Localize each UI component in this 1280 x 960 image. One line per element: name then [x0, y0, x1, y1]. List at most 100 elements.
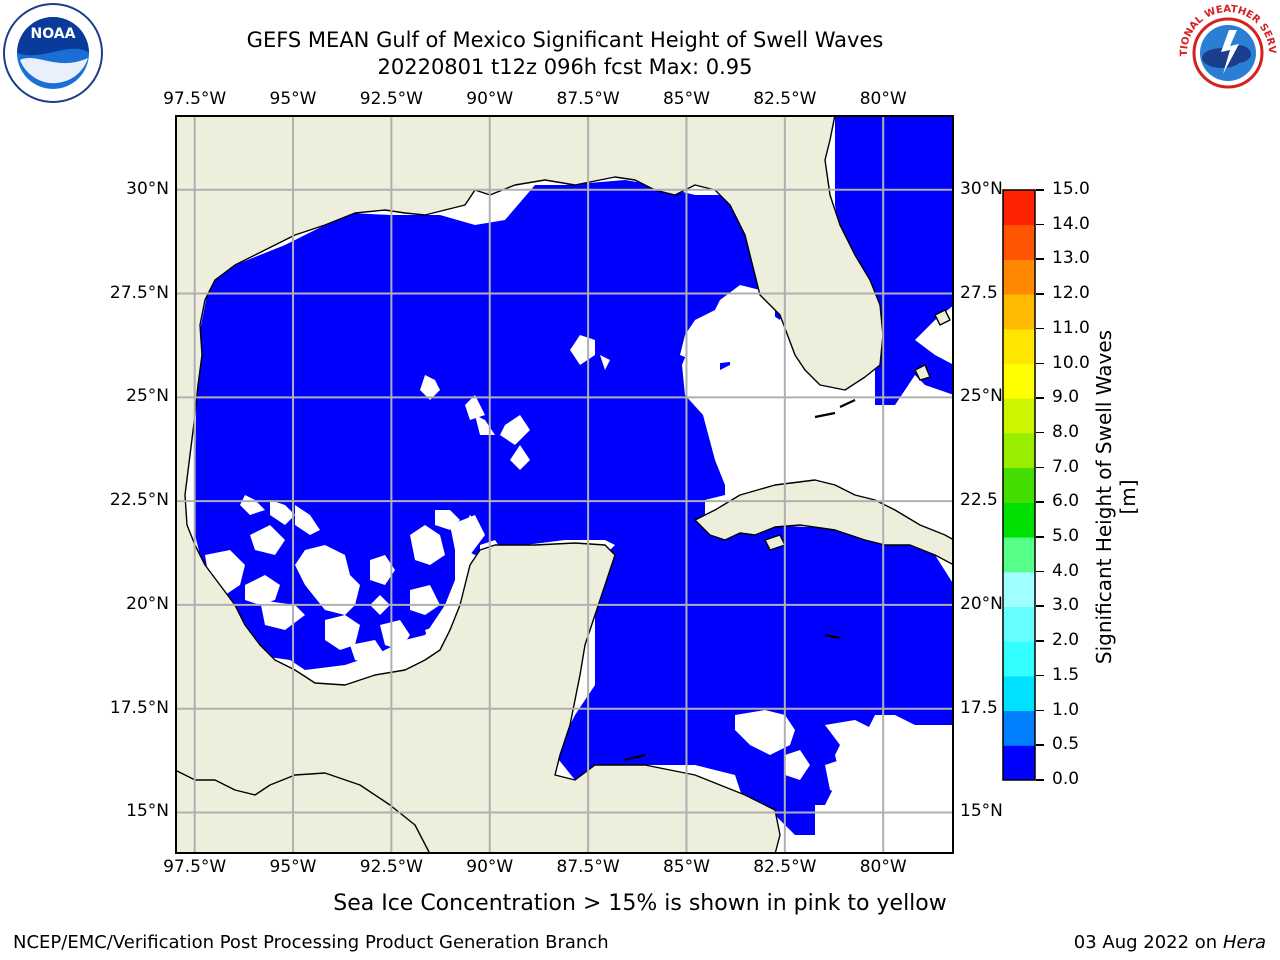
lat-left-label: 22.5°N: [109, 490, 169, 511]
colorbar-tick-mark: [1036, 605, 1044, 607]
colorbar-tick-label: 7.0: [1052, 456, 1080, 477]
colorbar-bin-14: [1003, 259, 1035, 295]
lon-top-label: 82.5°W: [753, 89, 817, 109]
lat-left-label: 27.5°N: [109, 282, 169, 303]
colorbar-bin-11: [1003, 363, 1035, 399]
colorbar-tick-mark: [1036, 362, 1044, 365]
colorbar-tick-mark: [1036, 674, 1044, 677]
colorbar-tick-mark: [1036, 501, 1044, 503]
colorbar-bin-15: [1003, 224, 1035, 260]
lat-right-label: 15°N: [960, 801, 1003, 822]
colorbar-bin-6: [1003, 537, 1035, 573]
lat-left-label: 25°N: [126, 386, 169, 407]
lon-top-label: 97.5°W: [163, 89, 227, 109]
colorbar-bin-0: [1003, 745, 1035, 781]
colorbar-bin-9: [1003, 432, 1035, 469]
colorbar-tick-label: 10.0: [1052, 352, 1090, 373]
colorbar-tick-mark: [1036, 466, 1044, 469]
colorbar-bin-5: [1003, 571, 1035, 607]
colorbar-tick-label: 12.0: [1052, 283, 1090, 304]
lon-bottom-label: 92.5°W: [359, 857, 423, 877]
lon-top-label: 92.5°W: [359, 89, 423, 109]
colorbar-bin-2: [1003, 675, 1035, 712]
colorbar-tick-label: 8.0: [1052, 421, 1080, 442]
colorbar-tick-mark: [1036, 744, 1044, 746]
colorbar-tick-mark: [1036, 293, 1044, 295]
colorbar-tick-mark: [1036, 397, 1044, 399]
colorbar-tick-label: 15.0: [1052, 179, 1090, 199]
footer-date: 03 Aug 2022 on Hera: [1074, 932, 1266, 953]
colorbar-tick-label: 6.0: [1052, 491, 1080, 512]
swell-map: [175, 115, 954, 854]
small-islands: [624, 399, 856, 762]
colorbar-tick-mark: [1036, 536, 1044, 538]
lon-top-label: 80°W: [859, 89, 907, 109]
map-frame: [175, 115, 954, 854]
colorbar-tick-mark: [1036, 570, 1044, 573]
lon-bottom-label: 82.5°W: [753, 857, 817, 877]
lon-top-label: 85°W: [662, 89, 710, 109]
lon-bottom-label: 85°W: [662, 857, 710, 877]
lat-left-label: 30°N: [126, 178, 169, 199]
lat-right-label: 30°N: [960, 178, 1003, 199]
lat-left-label: 15°N: [126, 801, 169, 822]
footer-credit: NCEP/EMC/Verification Post Processing Pr…: [13, 932, 609, 953]
map-gridlines: [175, 115, 954, 854]
nws-logo: NATIONAL WEATHER SERVICE: [1177, 2, 1277, 102]
lon-bottom-label: 97.5°W: [163, 857, 227, 877]
lon-top-label: 87.5°W: [556, 89, 620, 109]
colorbar-bin-3: [1003, 641, 1035, 677]
lat-right-label: 22.5: [960, 490, 998, 511]
colorbar-bin-1: [1003, 710, 1035, 746]
lat-right-label: 25°N: [960, 386, 1003, 407]
colorbar-tick-mark: [1036, 640, 1044, 642]
colorbar-tick-label: 1.0: [1052, 699, 1080, 720]
title-line-1: GEFS MEAN Gulf of Mexico Significant Hei…: [246, 28, 884, 52]
lon-bottom-label: 87.5°W: [556, 857, 620, 877]
noaa-logo: NOAA: [3, 3, 103, 103]
noaa-logo-text: NOAA: [31, 26, 76, 42]
colorbar-bin-13: [1003, 294, 1035, 330]
colorbar-tick-label: 4.0: [1052, 560, 1080, 581]
colorbar-tick-mark: [1036, 258, 1044, 260]
colorbar-bin-7: [1003, 502, 1035, 538]
lon-bottom-label: 95°W: [269, 857, 317, 877]
colorbar-tick-mark: [1036, 709, 1044, 712]
colorbar-tick-label: 11.0: [1052, 317, 1090, 338]
colorbar-tick-label: 0.5: [1052, 734, 1080, 755]
sea-ice-note: Sea Ice Concentration > 15% is shown in …: [333, 891, 947, 916]
swell-field-0-0.5: [195, 115, 954, 835]
lat-right-label: 20°N: [960, 593, 1003, 614]
colorbar-tick-label: 2.0: [1052, 630, 1080, 651]
colorbar-tick-label: 1.5: [1052, 664, 1080, 685]
lat-right-label: 27.5: [960, 282, 998, 303]
lon-bottom-label: 80°W: [859, 857, 907, 877]
colorbar-label: Significant Height of Swell Waves [m]: [1092, 329, 1140, 665]
lat-left-label: 20°N: [126, 593, 169, 614]
colorbar-tick-label: 14.0: [1052, 213, 1090, 234]
colorbar-tick-mark: [1036, 189, 1044, 191]
lon-bottom-label: 90°W: [466, 857, 514, 877]
lat-right-label: 17.5: [960, 697, 998, 718]
colorbar-tick-label: 13.0: [1052, 248, 1090, 269]
colorbar-tick-label: 3.0: [1052, 595, 1080, 616]
colorbar-tick-label: 5.0: [1052, 526, 1080, 547]
lon-top-label: 95°W: [269, 89, 317, 109]
colorbar-tick-label: 9.0: [1052, 387, 1080, 408]
colorbar-tick-label: 0.0: [1052, 769, 1080, 789]
colorbar-tick-mark: [1036, 431, 1044, 434]
title-line-2: 20220801 t12z 096h fcst Max: 0.95: [377, 55, 753, 79]
colorbar-bin-4: [1003, 606, 1035, 642]
colorbar-tick-mark: [1036, 327, 1044, 330]
no-data-patches: [205, 285, 875, 835]
colorbar-frame: [1002, 189, 1036, 781]
colorbar-bin-10: [1003, 398, 1035, 434]
lat-left-label: 17.5°N: [109, 697, 169, 718]
footer-date-text: 03 Aug 2022 on: [1073, 932, 1218, 953]
colorbar-tick-mark: [1036, 779, 1044, 781]
lon-top-label: 90°W: [466, 89, 514, 109]
footer-host: Hera: [1222, 932, 1266, 953]
colorbar-bin-12: [1003, 328, 1035, 365]
colorbar-tick-mark: [1036, 223, 1044, 226]
colorbar: [1002, 189, 1036, 781]
